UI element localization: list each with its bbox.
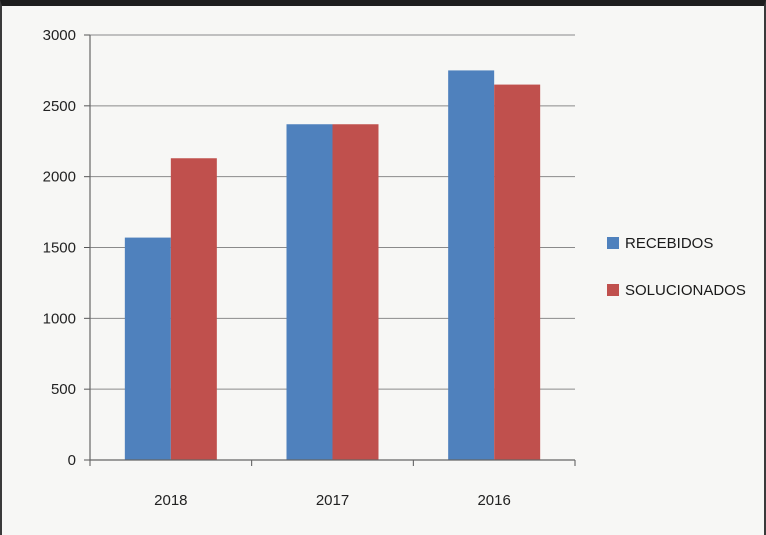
legend-label: SOLUCIONADOS bbox=[625, 282, 746, 299]
y-tick-label: 1000 bbox=[43, 310, 76, 327]
legend: RECEBIDOS SOLUCIONADOS bbox=[607, 235, 746, 299]
legend-swatch bbox=[607, 237, 619, 249]
axes bbox=[89, 35, 576, 466]
y-tick-label: 500 bbox=[51, 381, 76, 398]
bar-solucionados-2017 bbox=[332, 124, 379, 460]
x-tick-label: 2017 bbox=[316, 492, 349, 509]
bars bbox=[124, 70, 541, 461]
bar-solucionados-2016 bbox=[494, 84, 541, 460]
y-tick-label: 2500 bbox=[43, 98, 76, 115]
bar-recebidos-2016 bbox=[448, 70, 495, 461]
x-tick-label: 2016 bbox=[477, 492, 510, 509]
y-axis-ticks: 0 500 1000 1500 2000 2500 3000 bbox=[43, 27, 90, 469]
bar-solucionados-2018 bbox=[170, 158, 217, 460]
x-tick-label: 2018 bbox=[154, 492, 187, 509]
bar-recebidos-2017 bbox=[286, 124, 333, 460]
y-tick-label: 3000 bbox=[43, 27, 76, 44]
bar-recebidos-2018 bbox=[124, 237, 171, 460]
x-axis-ticks: 2018 2017 2016 bbox=[154, 492, 511, 509]
legend-swatch bbox=[607, 284, 619, 296]
legend-label: RECEBIDOS bbox=[625, 235, 713, 252]
y-tick-label: 2000 bbox=[43, 169, 76, 186]
y-tick-label: 1500 bbox=[43, 240, 76, 257]
y-tick-label: 0 bbox=[68, 452, 76, 469]
